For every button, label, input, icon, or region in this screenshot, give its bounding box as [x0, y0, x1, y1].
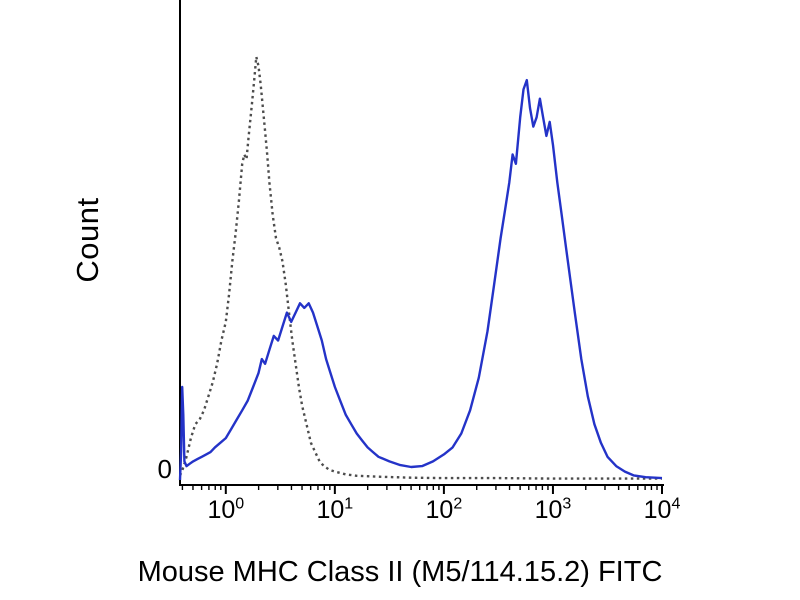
x-axis-title: Mouse MHC Class II (M5/114.15.2) FITC	[137, 556, 663, 588]
x-tick-exponent: 3	[562, 495, 572, 513]
x-tick-label-10e1: 101	[316, 496, 353, 525]
x-tick-exponent: 1	[344, 495, 354, 513]
plot-area	[178, 0, 664, 494]
dotted-gray-curve	[178, 55, 662, 480]
x-tick-exponent: 2	[453, 495, 463, 513]
solid-blue-curve	[178, 78, 663, 481]
x-tick-exponent: 0	[235, 495, 245, 513]
x-tick-base: 10	[316, 496, 345, 524]
x-tick-label-10e4: 104	[644, 496, 681, 525]
x-tick-base: 10	[643, 496, 672, 524]
x-tick-exponent: 4	[671, 495, 681, 513]
x-tick-base: 10	[425, 496, 454, 524]
y-axis-zero-label: 0	[157, 454, 172, 484]
x-tick-base: 10	[207, 496, 236, 524]
x-tick-label-10e2: 102	[426, 496, 463, 525]
x-tick-label-10e3: 103	[535, 496, 572, 525]
x-tick-base: 10	[534, 496, 563, 524]
x-tick-label-10e0: 100	[207, 496, 244, 525]
y-axis-label: Count	[70, 197, 105, 283]
